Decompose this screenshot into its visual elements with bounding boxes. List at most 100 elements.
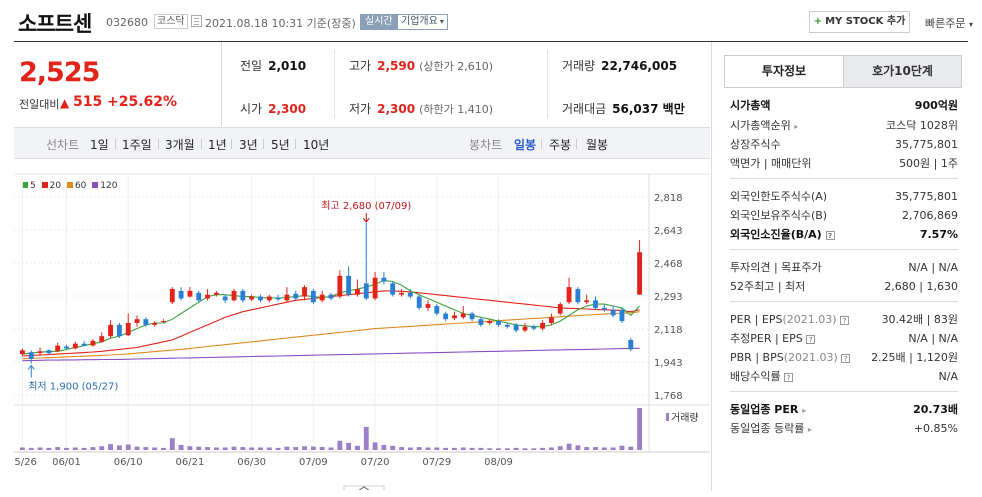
tab-invest-info[interactable]: 투자정보 (725, 56, 843, 87)
calendar-icon (191, 15, 202, 27)
stat-prev: 전일 2,010 (240, 57, 306, 74)
volume-bar (231, 446, 237, 450)
volume-bar (258, 447, 263, 450)
period-1w[interactable]: 1주일 (122, 138, 152, 152)
legend-label: 20 (49, 181, 62, 191)
period-5y[interactable]: 5년 (271, 138, 290, 152)
candle-monthly[interactable]: 월봉 (586, 138, 609, 152)
volume-bar (566, 443, 572, 450)
help-icon[interactable]: ? (840, 315, 850, 325)
high-arrow-head (362, 217, 370, 223)
candle-body (161, 321, 166, 323)
volume-bar (240, 447, 246, 450)
candle-body (469, 313, 475, 320)
volume-bar (522, 448, 528, 450)
candle-body (566, 287, 572, 303)
volume-bar (222, 447, 228, 450)
candle-body (619, 309, 625, 322)
period-10y[interactable]: 10년 (303, 138, 330, 152)
candle-weekly[interactable]: 주봉 (549, 138, 572, 152)
period-3m[interactable]: 3개월 (165, 138, 195, 152)
row-value: N/A | N/A (908, 332, 958, 345)
stat-volume: 거래량 22,746,005 (562, 57, 677, 74)
help-icon[interactable]: ? (784, 372, 794, 382)
volume-bar (540, 447, 546, 450)
candle-body (293, 293, 299, 299)
candle-body (460, 313, 466, 318)
row-foreign-ratio[interactable]: 외국인소진율(B/A) ? 7.57% (730, 226, 958, 243)
divider (547, 50, 548, 118)
x-tick-label: 06/10 (114, 457, 143, 468)
volume-bar (116, 445, 122, 450)
help-icon[interactable]: ? (841, 353, 851, 363)
candle-body (231, 290, 237, 301)
quick-order-button[interactable]: 빠른주문 ▾ (925, 15, 973, 31)
help-icon[interactable]: ? (825, 230, 835, 240)
row-value: 35,775,801 (895, 190, 958, 203)
row-per-eps[interactable]: PER | EPS(2021.03) ? 30.42배 | 83원 (730, 311, 958, 328)
volume-bar (28, 447, 34, 450)
volume-bar (637, 408, 643, 450)
help-icon[interactable]: ? (806, 334, 816, 344)
row-value: 2,706,869 (902, 209, 958, 222)
stat-low-label: 저가 (349, 102, 372, 116)
row-est-per[interactable]: 추정PER | EPS ? N/A | N/A (730, 330, 958, 347)
period-bar: 선차트 1일 1주일 3개월 1년 3년 5년 10년 봉차트 일봉 주봉 월봉 (14, 127, 710, 159)
row-market-cap-rank[interactable]: 시가총액순위 ▸ 코스닥 1028위 (730, 117, 958, 134)
stat-high-sub: (상한가 2,610) (419, 60, 493, 73)
volume-bar (610, 447, 616, 450)
volume-bar (593, 447, 598, 450)
high-annotation: 최고 2,680 (07/09) (321, 200, 411, 212)
row-label: 상장주식수 (730, 138, 781, 151)
row-pbr-bps[interactable]: PBR | BPS(2021.03) ? 2.25배 | 1,120원 (730, 349, 958, 366)
candle-body (240, 290, 246, 301)
candle-body (637, 252, 643, 295)
stat-high-value: 2,590 (377, 59, 416, 73)
row-value: 2.25배 | 1,120원 (871, 351, 958, 364)
candle-daily[interactable]: 일봉 (514, 138, 537, 152)
candle-chart-label: 봉차트 (469, 138, 503, 152)
volume-bar (434, 447, 440, 450)
candle-body (99, 336, 105, 342)
row-label: 액면가 | 매매단위 (730, 157, 812, 170)
x-tick-label: 07/09 (299, 457, 328, 468)
current-price: 2,525 (19, 57, 100, 88)
row-value: 500원 | 1주 (899, 157, 958, 170)
candle-body (169, 289, 175, 303)
stat-amount-label: 거래대금 (562, 102, 607, 116)
volume-bar (443, 447, 449, 450)
company-overview-dropdown[interactable]: 기업개요 ▾ (397, 14, 448, 30)
tab-orderbook[interactable]: 호가10단계 (843, 56, 961, 87)
candle-body (575, 289, 581, 303)
period-3y[interactable]: 3년 (239, 138, 258, 152)
volume-bar (46, 447, 52, 450)
period-1d[interactable]: 1일 (90, 138, 109, 152)
candle-body (610, 309, 616, 316)
row-label: 동일업종 등락률 (730, 422, 805, 435)
candle-body (108, 324, 114, 337)
volume-bar (284, 446, 290, 450)
candle-body (478, 319, 484, 325)
period-1y[interactable]: 1년 (208, 138, 227, 152)
legend-label: 60 (74, 181, 87, 191)
volume-bar (81, 447, 87, 450)
row-dividend[interactable]: 배당수익률 ? N/A (730, 368, 958, 385)
volume-bar (513, 447, 519, 450)
y-tick-label: 1,943 (654, 358, 683, 369)
volume-bar (619, 445, 625, 450)
ma60-line (22, 311, 640, 360)
realtime-button[interactable]: 실시간 (360, 14, 398, 30)
add-mystock-button[interactable]: + MY STOCK 추가 (809, 11, 910, 33)
chart-canvas[interactable]: 2,818 2,643 2,468 2,293 2,118 1,943 1,768 05/26… (14, 160, 710, 490)
candle-body (134, 319, 140, 323)
divider (231, 139, 232, 149)
row-industry-rate[interactable]: 동일업종 등락률 ▸ +0.85% (730, 420, 958, 437)
row-industry-per[interactable]: 동일업종 PER ▸ 20.73배 (730, 401, 958, 418)
stat-open-value: 2,300 (268, 102, 307, 116)
volume-bar (584, 447, 590, 450)
volume-bar (72, 447, 78, 450)
row-date: (2021.03) (783, 351, 838, 364)
price-chart[interactable]: 5 20 60 120 2,818 2,643 2,468 2,293 2,118 1,9… (14, 160, 710, 490)
row-label: 시가총액순위 (730, 119, 791, 132)
volume-bar (337, 440, 343, 450)
